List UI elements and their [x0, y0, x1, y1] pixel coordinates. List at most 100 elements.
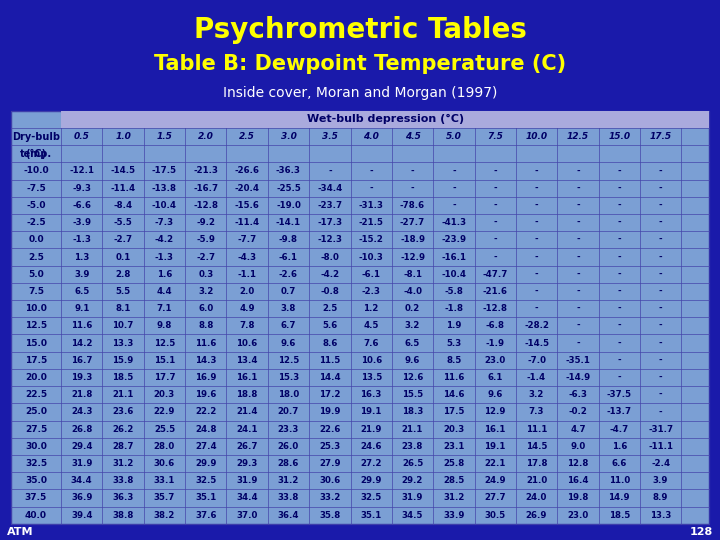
Text: 33.8: 33.8 — [112, 476, 134, 485]
Text: 2.5: 2.5 — [28, 253, 44, 261]
Text: 29.3: 29.3 — [236, 459, 258, 468]
Text: -: - — [659, 339, 662, 348]
Text: -47.7: -47.7 — [482, 269, 508, 279]
Text: 19.3: 19.3 — [71, 373, 92, 382]
Text: 10.0: 10.0 — [25, 304, 47, 313]
Text: 36.4: 36.4 — [278, 511, 300, 519]
Text: -: - — [410, 184, 414, 193]
Text: -11.4: -11.4 — [111, 184, 135, 193]
Text: -: - — [576, 339, 580, 348]
Text: 18.5: 18.5 — [112, 373, 134, 382]
Text: -: - — [618, 356, 621, 365]
Text: 11.0: 11.0 — [608, 476, 630, 485]
Text: 1.6: 1.6 — [611, 442, 627, 451]
Text: -0.8: -0.8 — [320, 287, 339, 296]
Text: -41.3: -41.3 — [441, 218, 467, 227]
Text: 31.9: 31.9 — [236, 476, 258, 485]
Text: -5.9: -5.9 — [197, 235, 215, 244]
Text: 27.4: 27.4 — [195, 442, 217, 451]
Text: 19.1: 19.1 — [485, 442, 506, 451]
Text: -20.4: -20.4 — [235, 184, 260, 193]
Text: 21.4: 21.4 — [236, 407, 258, 416]
Text: 37.0: 37.0 — [236, 511, 258, 519]
Text: -23.9: -23.9 — [441, 235, 467, 244]
Text: 17.2: 17.2 — [319, 390, 341, 399]
Text: 13.4: 13.4 — [236, 356, 258, 365]
Text: 14.6: 14.6 — [443, 390, 464, 399]
Text: 13.3: 13.3 — [650, 511, 671, 519]
Text: -36.3: -36.3 — [276, 166, 301, 176]
Text: 18.3: 18.3 — [402, 407, 423, 416]
Text: 22.6: 22.6 — [319, 424, 341, 434]
Text: 35.1: 35.1 — [361, 511, 382, 519]
Text: -14.5: -14.5 — [111, 166, 135, 176]
Text: -: - — [618, 304, 621, 313]
Text: 20.0: 20.0 — [25, 373, 47, 382]
Text: -: - — [328, 166, 332, 176]
Text: -27.7: -27.7 — [400, 218, 425, 227]
Text: -: - — [535, 184, 539, 193]
Text: 38.8: 38.8 — [112, 511, 134, 519]
Text: -12.8: -12.8 — [482, 304, 508, 313]
Text: -25.5: -25.5 — [276, 184, 301, 193]
Text: 4.4: 4.4 — [157, 287, 172, 296]
Text: -17.5: -17.5 — [152, 166, 177, 176]
Text: -6.6: -6.6 — [72, 201, 91, 210]
Text: -2.7: -2.7 — [114, 235, 132, 244]
Text: 14.2: 14.2 — [71, 339, 92, 348]
Text: 24.8: 24.8 — [195, 424, 217, 434]
Text: 34.4: 34.4 — [236, 494, 258, 503]
Text: -18.9: -18.9 — [400, 235, 425, 244]
Text: -: - — [535, 166, 539, 176]
Text: 35.8: 35.8 — [319, 511, 341, 519]
Text: -: - — [493, 166, 497, 176]
Text: -: - — [659, 218, 662, 227]
Text: -: - — [659, 201, 662, 210]
Text: -: - — [618, 321, 621, 330]
Text: 30.6: 30.6 — [154, 459, 175, 468]
Text: 27.2: 27.2 — [361, 459, 382, 468]
Text: 0.1: 0.1 — [115, 253, 131, 261]
Text: -: - — [576, 253, 580, 261]
Text: -12.1: -12.1 — [69, 166, 94, 176]
Text: 9.1: 9.1 — [74, 304, 89, 313]
Text: -: - — [576, 235, 580, 244]
Text: -: - — [659, 269, 662, 279]
Text: 3.5: 3.5 — [322, 132, 338, 141]
Text: 26.2: 26.2 — [112, 424, 134, 434]
Text: 34.4: 34.4 — [71, 476, 93, 485]
Text: -: - — [535, 201, 539, 210]
Text: -23.7: -23.7 — [318, 201, 343, 210]
Text: 32.5: 32.5 — [25, 459, 47, 468]
Text: 10.6: 10.6 — [236, 339, 258, 348]
Text: -2.3: -2.3 — [361, 287, 381, 296]
Text: 7.8: 7.8 — [239, 321, 255, 330]
Text: 3.9: 3.9 — [74, 269, 89, 279]
Text: 23.6: 23.6 — [112, 407, 134, 416]
Text: 9.6: 9.6 — [281, 339, 296, 348]
Text: -37.5: -37.5 — [607, 390, 631, 399]
Text: 4.7: 4.7 — [570, 424, 585, 434]
Text: -5.5: -5.5 — [114, 218, 132, 227]
Text: -: - — [576, 184, 580, 193]
Text: -: - — [576, 269, 580, 279]
FancyBboxPatch shape — [61, 111, 709, 128]
Text: 31.2: 31.2 — [112, 459, 134, 468]
Text: -: - — [659, 287, 662, 296]
Text: -: - — [535, 253, 539, 261]
Text: 33.1: 33.1 — [154, 476, 175, 485]
Text: 32.5: 32.5 — [195, 476, 217, 485]
Text: -: - — [659, 235, 662, 244]
Text: 28.6: 28.6 — [278, 459, 300, 468]
Text: 22.5: 22.5 — [25, 390, 47, 399]
Text: -: - — [659, 390, 662, 399]
Text: 30.6: 30.6 — [319, 476, 341, 485]
Text: 37.5: 37.5 — [24, 494, 47, 503]
Text: -: - — [493, 235, 497, 244]
Text: 19.6: 19.6 — [195, 390, 217, 399]
Text: 24.0: 24.0 — [526, 494, 547, 503]
Text: 7.5: 7.5 — [28, 287, 44, 296]
Text: 2.5: 2.5 — [323, 304, 338, 313]
Text: -: - — [618, 339, 621, 348]
Text: -: - — [659, 304, 662, 313]
